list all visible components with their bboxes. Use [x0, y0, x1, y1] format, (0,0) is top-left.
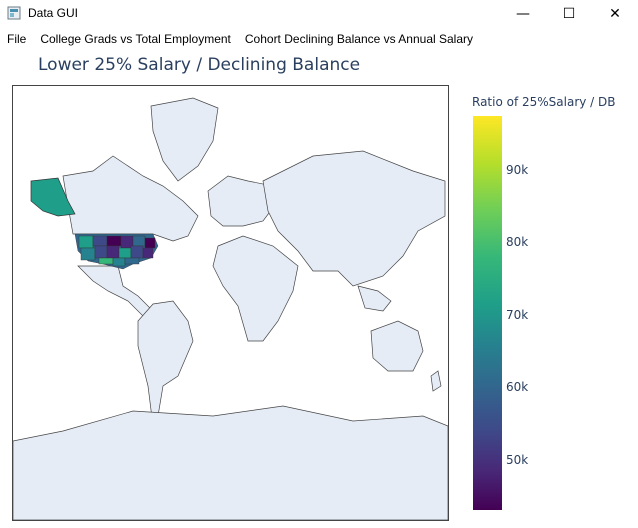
antarctica-shape — [13, 405, 448, 520]
minimize-button[interactable]: — — [516, 6, 530, 22]
south-america-shape — [137, 300, 194, 428]
us-states — [74, 233, 159, 270]
colorbar — [473, 116, 502, 510]
colorbar-tick: 60k — [506, 380, 529, 394]
map-svg — [13, 86, 448, 520]
close-button[interactable]: ✕ — [609, 6, 621, 22]
colorbar-title: Ratio of 25%Salary / DB — [472, 95, 616, 109]
menu-bar: File College Grads vs Total Employment C… — [0, 30, 638, 50]
menu-file[interactable]: File — [7, 32, 27, 46]
africa-shape — [212, 235, 299, 342]
maximize-button[interactable]: ☐ — [562, 6, 576, 22]
app-icon — [7, 6, 21, 20]
world-map[interactable] — [12, 85, 449, 521]
asia-shape — [262, 150, 446, 287]
australia-shape — [370, 320, 424, 372]
new-zealand-shape — [430, 370, 442, 392]
colorbar-tick: 90k — [506, 163, 529, 177]
window-title: Data GUI — [28, 6, 79, 20]
colorbar-tick: 80k — [506, 235, 529, 249]
plot-title: Lower 25% Salary / Declining Balance — [38, 55, 361, 75]
alaska-shape — [30, 177, 76, 217]
menu-cohort-declining[interactable]: Cohort Declining Balance vs Annual Salar… — [244, 32, 474, 46]
colorbar-tick: 70k — [506, 308, 529, 322]
southeast-asia-shape — [357, 285, 392, 312]
menu-college-grads[interactable]: College Grads vs Total Employment — [40, 32, 231, 46]
title-bar: Data GUI — ☐ ✕ — [0, 0, 638, 28]
greenland-shape — [150, 97, 219, 182]
colorbar-tick: 50k — [506, 453, 529, 467]
canada-shape — [62, 155, 199, 242]
